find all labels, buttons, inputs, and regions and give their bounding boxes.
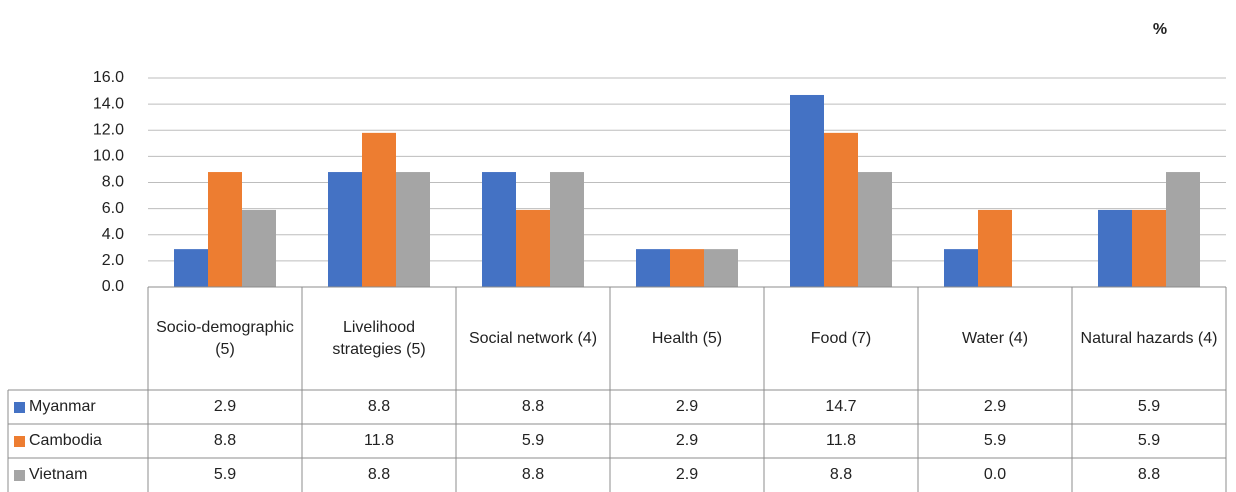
data-label: 5.9 [456,424,610,458]
data-label-text: 8.8 [521,466,545,483]
data-label: 2.9 [610,390,764,424]
data-label-text: 2.9 [675,466,699,483]
data-label: 5.9 [148,458,302,492]
bar [670,249,704,287]
data-label: 2.9 [610,458,764,492]
legend-swatch [14,401,25,413]
legend-entry: Myanmar [8,390,148,424]
data-label: 2.9 [610,424,764,458]
data-label-text: 5.9 [1137,432,1161,449]
x-tick-label-text: Livelihood strategies (5) [332,318,426,358]
legend-swatch [14,469,25,481]
bar [242,209,276,287]
data-label-text: 2.9 [675,398,699,415]
legend-label: Myanmar [29,398,96,415]
data-label-text: 2.9 [213,398,237,415]
legend-swatch [14,435,25,447]
bar [944,249,978,287]
data-label-text: 2.9 [983,398,1007,415]
data-label: 8.8 [1072,458,1226,492]
data-label: 8.8 [764,458,918,492]
x-tick-label-text: Social network (4) [468,329,598,347]
legend-label: Cambodia [29,432,102,449]
data-label-text: 8.8 [213,432,237,449]
data-label-text: 8.8 [1137,466,1161,483]
bar [396,172,430,287]
x-tick-label-text: Natural hazards (4) [1080,329,1218,347]
legend-entry: Cambodia [8,424,148,458]
data-label-text: 8.8 [829,466,853,483]
data-label: 8.8 [456,390,610,424]
x-tick-label: Social network (4) [456,287,610,390]
data-label-text: 0.0 [983,466,1007,483]
bar [1098,209,1132,287]
y-tick-label: 12.0 [93,121,124,138]
data-label: 5.9 [1072,424,1226,458]
x-tick-label: Food (7) [764,287,918,390]
bar [328,172,362,287]
data-label-text: 5.9 [983,432,1007,449]
bar [482,172,516,287]
unit-label: % [1153,21,1167,38]
x-tick-label: Water (4) [918,287,1072,390]
bar [978,209,1012,287]
data-label-text: 11.8 [826,432,856,449]
y-tick-label: 8.0 [102,174,124,191]
bar [516,209,550,287]
bar [858,172,892,287]
legend-label: Vietnam [29,466,88,483]
data-label: 11.8 [764,424,918,458]
bar [550,172,584,287]
bar [824,132,858,287]
bar [636,249,670,287]
data-label: 8.8 [148,424,302,458]
data-label-text: 8.8 [521,398,545,415]
x-tick-label: Health (5) [610,287,764,390]
data-label: 14.7 [764,390,918,424]
bar [208,172,242,287]
bar [174,249,208,287]
data-label: 2.9 [148,390,302,424]
y-tick-label: 0.0 [102,278,124,295]
data-label: 0.0 [918,458,1072,492]
x-tick-label: Socio-demographic (5) [148,287,302,390]
data-label-text: 5.9 [213,466,237,483]
data-label-text: 8.8 [367,398,391,415]
data-label-text: 5.9 [521,432,545,449]
bar [362,132,396,287]
bar [790,94,824,287]
data-label-text: 14.7 [825,398,857,415]
y-tick-label: 4.0 [102,226,124,243]
bar [1166,172,1200,287]
x-tick-label-text: Water (4) [961,329,1029,347]
y-tick-label: 14.0 [93,95,124,112]
x-tick-label: Natural hazards (4) [1072,287,1226,390]
data-label: 5.9 [918,424,1072,458]
data-label: 2.9 [918,390,1072,424]
data-label: 11.8 [302,424,456,458]
data-label-text: 8.8 [367,466,391,483]
legend-entry: Vietnam [8,458,148,492]
data-label-text: 5.9 [1137,398,1161,415]
bar [1132,209,1166,287]
y-tick-label: 6.0 [102,200,124,217]
data-label: 8.8 [302,458,456,492]
y-tick-label: 2.0 [102,252,124,269]
x-tick-label-text: Health (5) [651,329,723,347]
y-tick-label: 10.0 [93,148,124,165]
data-label: 5.9 [1072,390,1226,424]
x-tick-label-text: Food (7) [810,329,872,347]
data-label-text: 2.9 [675,432,699,449]
data-label: 8.8 [456,458,610,492]
data-label-text: 11.8 [364,432,394,449]
x-tick-label-text: Socio-demographic (5) [156,318,294,358]
y-tick-label: 16.0 [93,69,124,86]
x-tick-label: Livelihood strategies (5) [302,287,456,390]
bar [704,249,738,287]
data-label: 8.8 [302,390,456,424]
